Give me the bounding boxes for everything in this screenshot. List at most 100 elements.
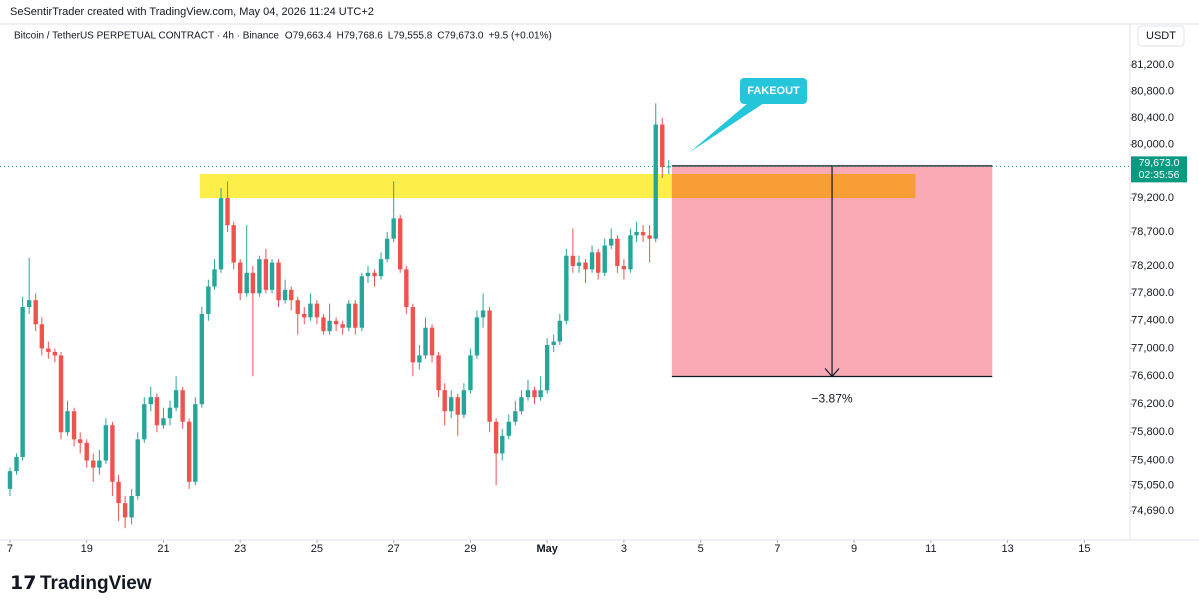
candle-body bbox=[58, 355, 64, 433]
callout-box bbox=[740, 78, 807, 104]
candle-body bbox=[653, 124, 658, 239]
candle-body bbox=[103, 425, 109, 461]
candle-body bbox=[333, 320, 339, 325]
y-tick-label: 77,400.0 bbox=[1131, 315, 1174, 327]
candle-body bbox=[20, 307, 25, 457]
candle-body bbox=[589, 252, 595, 270]
candle-body bbox=[353, 303, 358, 328]
candle-body bbox=[77, 439, 83, 443]
candle-body bbox=[314, 303, 320, 318]
candle-body bbox=[250, 272, 256, 294]
candle-body bbox=[640, 231, 646, 236]
callout: FAKEOUT bbox=[690, 78, 807, 152]
candle-body bbox=[493, 421, 499, 454]
measure-label: −3.87% bbox=[812, 392, 853, 406]
candle-body bbox=[398, 218, 403, 270]
callout-text: FAKEOUT bbox=[747, 85, 800, 97]
y-tick-label: 76,600.0 bbox=[1131, 370, 1174, 382]
y-tick-label: 80,000.0 bbox=[1131, 138, 1174, 150]
candle-body bbox=[436, 355, 441, 391]
y-tick-label: 78,200.0 bbox=[1131, 260, 1174, 272]
candle-body bbox=[615, 238, 620, 266]
candle-body bbox=[634, 231, 639, 236]
x-tick-label: 7 bbox=[774, 543, 780, 555]
ohlc-value: +9.5 (+0.01%) bbox=[488, 31, 551, 42]
y-tick-label: 75,400.0 bbox=[1131, 454, 1174, 466]
candle-body bbox=[532, 390, 537, 398]
currency-box[interactable] bbox=[1137, 25, 1185, 47]
candle-body bbox=[180, 390, 185, 422]
x-tick-label: 19 bbox=[81, 543, 93, 555]
candle-body bbox=[576, 262, 582, 266]
candle-body bbox=[148, 397, 153, 405]
candle-body bbox=[500, 435, 505, 454]
x-tick-label: 9 bbox=[851, 543, 857, 555]
candle-body bbox=[538, 390, 543, 398]
candle-body bbox=[46, 348, 51, 352]
candle-body bbox=[544, 345, 550, 391]
candle-body bbox=[97, 460, 102, 468]
candle-body bbox=[237, 262, 243, 294]
candle-body bbox=[519, 397, 524, 412]
candle-body bbox=[135, 439, 140, 497]
candle-body bbox=[602, 245, 607, 273]
candle-body bbox=[455, 397, 460, 415]
credit: SeSentirTrader created with TradingView.… bbox=[10, 6, 374, 18]
candle-body bbox=[570, 255, 576, 266]
candle-body bbox=[666, 166, 671, 168]
candle-body bbox=[308, 303, 313, 318]
candle-body bbox=[276, 262, 281, 301]
candle-body bbox=[84, 442, 89, 461]
candle-body bbox=[423, 327, 428, 356]
candle-body bbox=[116, 481, 121, 504]
candle-body bbox=[595, 252, 601, 273]
ohlc-value: H79,768.6 bbox=[337, 31, 384, 42]
logo-text: TradingView bbox=[40, 573, 152, 594]
candle-body bbox=[480, 310, 486, 318]
y-tick-label: 80,800.0 bbox=[1131, 85, 1174, 97]
currency[interactable]: USDT bbox=[1146, 30, 1176, 42]
y-tick-label: 74,690.0 bbox=[1131, 505, 1174, 517]
candle-body bbox=[404, 269, 409, 308]
candle-body bbox=[154, 397, 160, 426]
candle-body bbox=[110, 425, 115, 482]
candle-body bbox=[372, 272, 377, 277]
x-tick-label: 5 bbox=[698, 543, 704, 555]
candle-body bbox=[295, 300, 300, 314]
candle-body bbox=[628, 235, 633, 270]
candle-body bbox=[647, 235, 652, 239]
x-tick-label: 7 bbox=[7, 543, 13, 555]
ohlc-value: L79,555.8 bbox=[388, 31, 433, 42]
candle-body bbox=[583, 262, 588, 270]
candle-body bbox=[173, 390, 179, 408]
candle-body bbox=[321, 317, 326, 332]
candle-body bbox=[365, 272, 371, 277]
x-tick-label: 27 bbox=[388, 543, 400, 555]
candle-body bbox=[244, 272, 249, 294]
x-tick-label: 29 bbox=[464, 543, 476, 555]
candle-body bbox=[621, 265, 627, 270]
y-tick-label: 77,800.0 bbox=[1131, 287, 1174, 299]
candle-body bbox=[269, 262, 275, 290]
candle-body bbox=[327, 320, 332, 332]
candle-body bbox=[231, 225, 236, 263]
y-tick-label: 77,000.0 bbox=[1131, 342, 1174, 354]
candle-body bbox=[225, 198, 230, 226]
candle-body bbox=[551, 341, 556, 346]
candle-body bbox=[14, 456, 19, 472]
y-tick-label: 80,400.0 bbox=[1131, 112, 1174, 124]
countdown: 02:35:56 bbox=[1139, 169, 1180, 181]
x-tick-label: 23 bbox=[234, 543, 246, 555]
candle-body bbox=[461, 390, 467, 415]
ohlc-legend: O79,663.4 H79,768.6 L79,555.8 C79,673.0 +9.5… bbox=[285, 31, 552, 42]
candle-body bbox=[442, 390, 447, 412]
candle-body bbox=[346, 303, 351, 328]
candle-body bbox=[359, 276, 365, 328]
candle-body bbox=[525, 390, 531, 398]
candle-body bbox=[26, 300, 32, 308]
y-tick-label: 79,200.0 bbox=[1131, 192, 1174, 204]
y-tick-label: 81,200.0 bbox=[1131, 59, 1174, 71]
candle-body bbox=[429, 327, 435, 356]
y-tick-label: 78,700.0 bbox=[1131, 226, 1174, 238]
candle-body bbox=[609, 238, 614, 246]
